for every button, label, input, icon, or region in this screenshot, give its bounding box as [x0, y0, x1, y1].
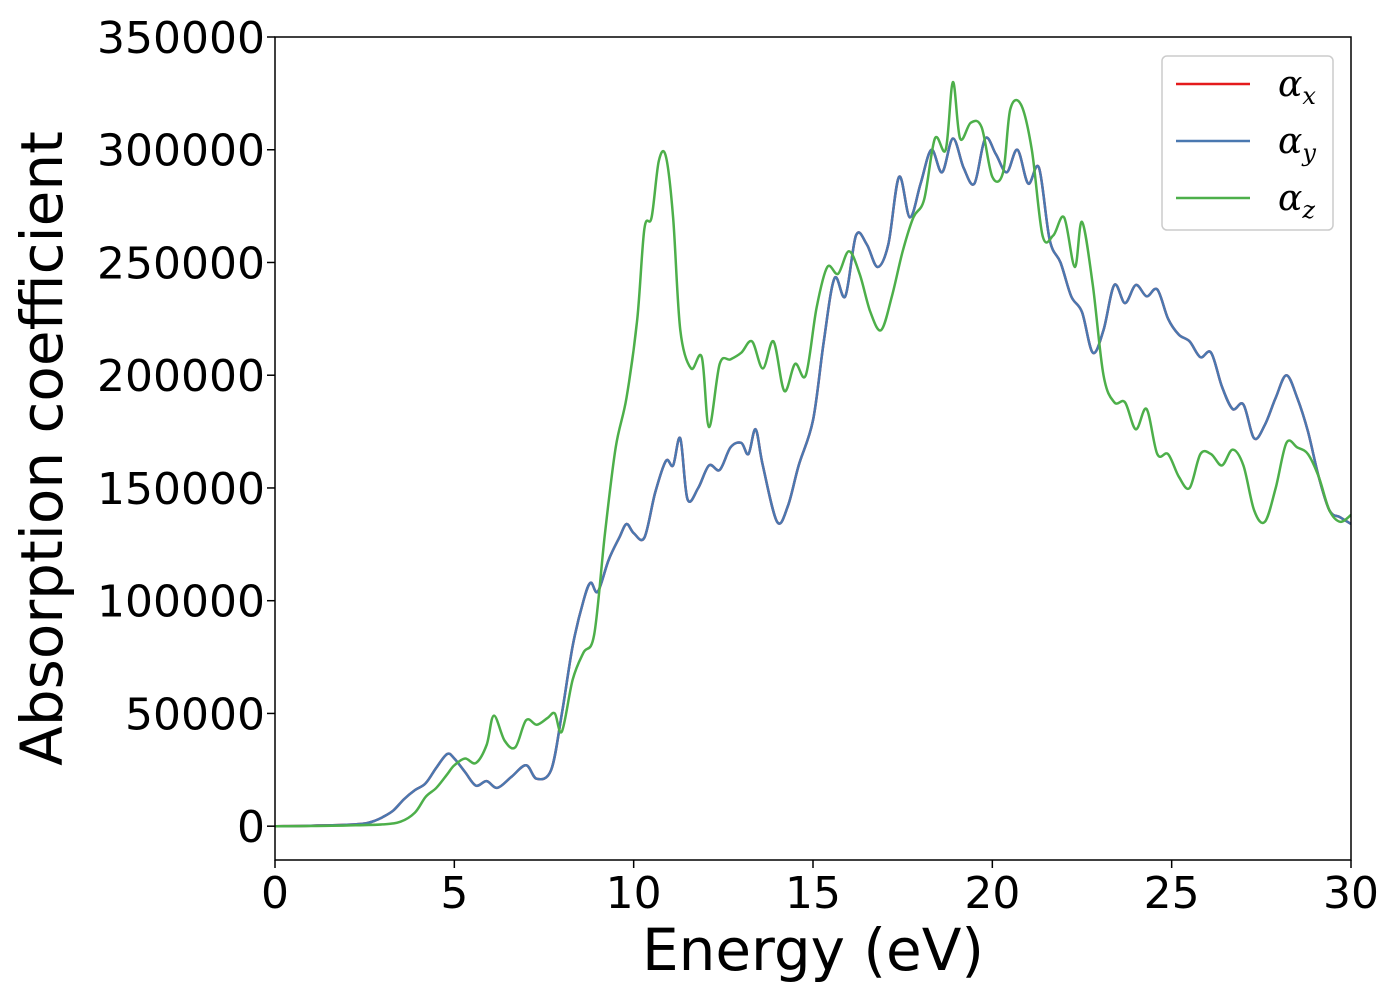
- y-axis: 0 50000 100000 150000 200000 250000 300000 3500…: [97, 13, 275, 853]
- legend-box: [1161, 55, 1334, 231]
- x-tick-label: 20: [964, 868, 1020, 919]
- legend: αx αy αz: [1161, 55, 1334, 231]
- x-tick-label: 5: [440, 868, 468, 919]
- series-line-alpha_z: [275, 80, 1351, 828]
- y-tick-label: 50000: [125, 689, 265, 740]
- legend-label: αx: [1278, 64, 1316, 110]
- x-tick-label: 30: [1323, 868, 1379, 919]
- x-tick-label: 0: [261, 868, 289, 919]
- x-axis-title: Energy (eV): [642, 916, 984, 984]
- plot-lines: [275, 80, 1351, 828]
- y-tick-label: 100000: [97, 577, 265, 628]
- y-tick-label: 300000: [97, 126, 265, 177]
- legend-label: αz: [1278, 178, 1315, 224]
- legend-label: αy: [1278, 121, 1316, 167]
- series-line-alpha_x: [275, 136, 1351, 828]
- x-axis: 0 5 10 15 20 25 30: [261, 860, 1379, 919]
- y-tick-label: 0: [237, 802, 265, 853]
- x-tick-label: 15: [785, 868, 841, 919]
- y-tick-label: 150000: [97, 464, 265, 515]
- x-tick-label: 25: [1144, 868, 1200, 919]
- y-axis-title: Absorption coefficient: [8, 131, 76, 766]
- x-tick-label: 10: [606, 868, 662, 919]
- y-tick-label: 350000: [97, 13, 265, 64]
- y-tick-label: 200000: [97, 351, 265, 402]
- y-tick-label: 250000: [97, 238, 265, 289]
- series-line-alpha_y: [275, 136, 1351, 828]
